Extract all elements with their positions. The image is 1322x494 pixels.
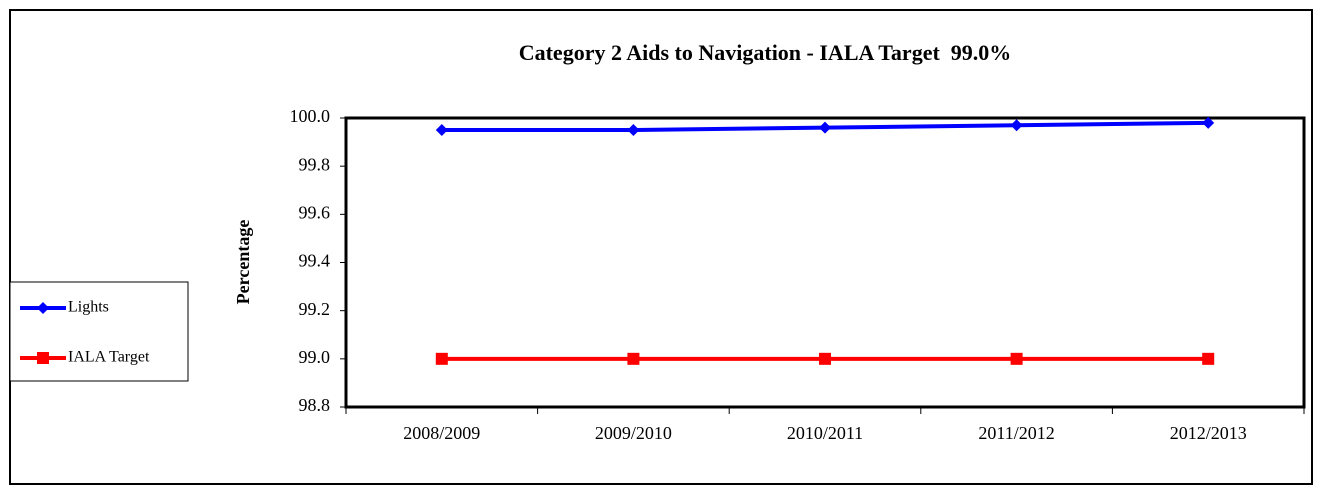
legend-marker (37, 352, 49, 364)
data-point (1202, 116, 1215, 129)
legend-marker (37, 302, 49, 314)
x-tick-label: 2009/2010 (595, 423, 672, 443)
y-tick-label: 99.2 (299, 299, 331, 319)
data-point (1010, 119, 1023, 132)
y-axis-label: Percentage (233, 220, 253, 305)
plot-area (344, 116, 1306, 409)
y-tick-label: 99.6 (299, 202, 331, 222)
y-tick-label: 99.8 (299, 154, 331, 174)
chart-frame (9, 9, 1313, 485)
data-point (1202, 352, 1215, 365)
data-point (819, 121, 831, 134)
data-point (435, 352, 448, 365)
legend-label: Lights (68, 299, 109, 316)
y-tick-label: 98.8 (299, 395, 331, 415)
data-point (435, 124, 448, 137)
data-point (819, 352, 831, 365)
y-tick-label: 99.4 (299, 251, 331, 271)
data-point (627, 352, 640, 365)
y-tick-label: 100.0 (290, 106, 331, 126)
data-point (627, 124, 640, 137)
data-point (1010, 352, 1023, 365)
legend-label: IALA Target (68, 349, 150, 366)
x-tick-label: 2010/2011 (787, 423, 863, 443)
chart-title: Category 2 Aids to Navigation - IALA Tar… (519, 40, 1012, 65)
x-tick-label: 2012/2013 (1170, 423, 1247, 443)
legend-box (9, 281, 189, 382)
x-tick-label: 2011/2012 (978, 423, 1054, 443)
x-tick-label: 2008/2009 (403, 423, 480, 443)
y-tick-label: 99.0 (299, 347, 331, 367)
